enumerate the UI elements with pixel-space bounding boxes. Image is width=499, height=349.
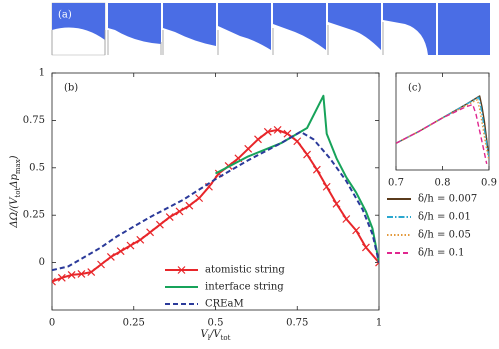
marker — [136, 235, 145, 244]
legend-marker — [177, 266, 186, 274]
marker — [175, 207, 184, 216]
marker — [332, 199, 341, 208]
y-tick-label: 0.5 — [29, 162, 45, 173]
marker — [195, 194, 204, 203]
marker — [77, 270, 86, 278]
marker — [244, 144, 253, 153]
marker — [67, 270, 76, 279]
marker — [57, 273, 66, 282]
legend-label: atomistic string — [205, 265, 285, 276]
marker — [97, 260, 105, 269]
marker — [185, 201, 194, 210]
tile-fill — [218, 3, 271, 50]
tile-fill — [163, 3, 216, 46]
legend-label: δ/h = 0.1 — [418, 248, 464, 259]
series-line — [396, 99, 489, 161]
y-tick-label: 0.25 — [23, 210, 45, 221]
axis-label-part: Δp — [9, 173, 20, 188]
marker — [87, 268, 96, 277]
marker — [283, 129, 292, 138]
marker — [273, 125, 282, 134]
marker — [52, 277, 56, 286]
legend-label: δ/h = 0.05 — [418, 230, 471, 241]
marker — [361, 243, 370, 252]
tile-fill — [383, 3, 436, 55]
y-tick-label: 0.75 — [23, 115, 45, 126]
axis-label-part: ) — [9, 155, 20, 160]
tile-fill — [108, 3, 161, 44]
y-tick-label: 0 — [39, 257, 45, 268]
plot-area — [396, 95, 489, 165]
legend-label: δ/h = 0.01 — [418, 212, 471, 223]
tile-fill — [328, 3, 381, 50]
x-tick-label: 0.75 — [286, 318, 308, 329]
axis-label-part: ΔΩ/(V — [9, 196, 20, 229]
series-line — [52, 128, 379, 283]
marker — [322, 182, 331, 191]
x-tick-label: 1 — [376, 318, 382, 329]
marker — [106, 252, 115, 261]
x-tick-label: 0.9 — [481, 178, 497, 189]
panel-label: (c) — [408, 83, 422, 94]
axis-label-part: tot — [221, 334, 231, 342]
series-line — [396, 103, 488, 165]
marker — [263, 127, 272, 136]
marker — [165, 213, 174, 222]
marker — [375, 258, 379, 267]
marker — [254, 135, 262, 144]
legend-label: δ/h = 0.007 — [418, 194, 477, 205]
panel-label: (b) — [64, 83, 78, 94]
x-tick-label: 0.25 — [123, 318, 145, 329]
marker — [155, 220, 164, 229]
tile-fill — [438, 3, 490, 55]
axis-label-part: max — [14, 159, 22, 174]
x-axis-label: Vl/Vtot — [201, 329, 231, 343]
axis-label-part: V — [201, 329, 210, 340]
y-axis-label: ΔΩ/(VtotΔpmax) — [9, 155, 23, 228]
series-line — [215, 94, 379, 263]
tile-fill — [52, 3, 105, 40]
y-tick-label: 1 — [39, 68, 45, 79]
x-tick-label: 0.5 — [208, 318, 224, 329]
marker — [116, 247, 125, 256]
marker — [146, 228, 155, 237]
marker — [293, 137, 302, 146]
legend-label: interface string — [205, 282, 284, 293]
axis-label-part: l — [208, 334, 211, 342]
panel-a: (a) — [51, 2, 490, 56]
plot-area — [52, 94, 379, 286]
marker — [342, 215, 351, 223]
x-tick-label: 0.7 — [388, 178, 404, 189]
marker — [352, 226, 361, 235]
panel-label: (a) — [58, 10, 72, 21]
axis-label-part: /V — [209, 329, 222, 340]
axis-label-part: tot — [14, 188, 22, 198]
x-tick-label: 0 — [49, 318, 55, 329]
marker — [303, 150, 311, 159]
series-line — [396, 95, 489, 158]
legend-label: CREaM — [205, 299, 244, 310]
tile-fill — [273, 3, 326, 50]
series-line — [52, 130, 379, 272]
x-tick-label: 0.8 — [435, 178, 451, 189]
marker — [312, 165, 321, 174]
series-line — [396, 96, 489, 159]
marker — [126, 241, 135, 250]
